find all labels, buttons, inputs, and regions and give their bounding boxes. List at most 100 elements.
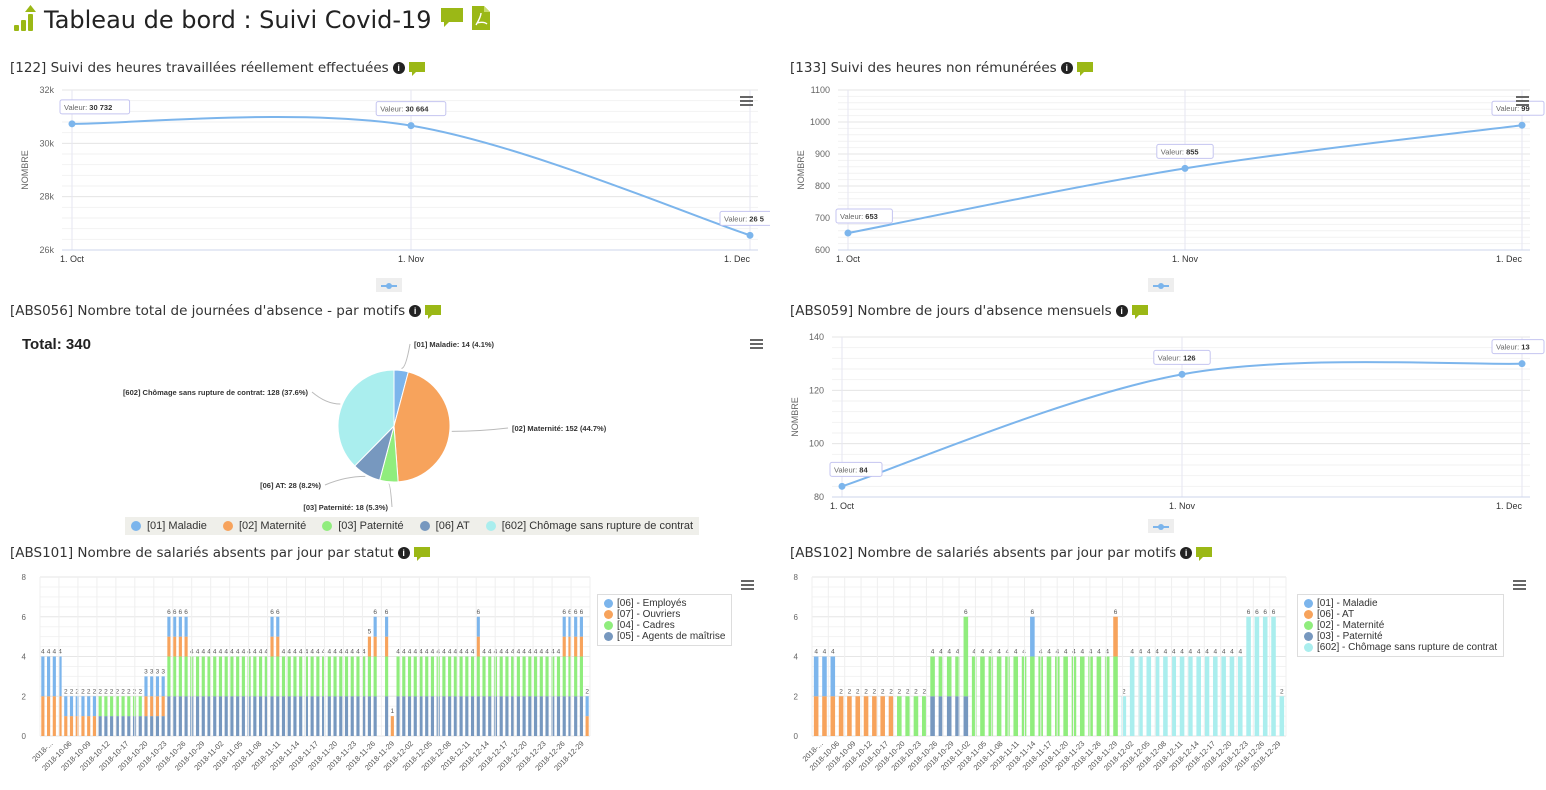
bar-segment [207, 696, 211, 736]
bar-segment [402, 696, 406, 736]
bar-total-label: 2 [121, 688, 125, 695]
bar-total-label: 2 [585, 688, 589, 695]
bar-segment [167, 696, 171, 736]
bar-segment [276, 636, 280, 657]
legend-item[interactable]: [06] AT [419, 520, 470, 532]
bar-segment [253, 656, 257, 697]
bar-total-label: 5 [368, 629, 372, 636]
bar-segment [476, 616, 480, 637]
comment-icon[interactable] [1131, 305, 1148, 319]
bar-segment [407, 656, 412, 697]
legend-item[interactable]: [07] - Ouvriers [604, 609, 725, 620]
legend-item[interactable]: [01] - Maladie [1304, 598, 1497, 609]
info-icon[interactable]: i [1180, 547, 1193, 559]
bar-segment [281, 656, 286, 697]
bar-segment [385, 656, 389, 697]
bar-total-label: 6 [1255, 609, 1259, 616]
bar-segment [52, 696, 56, 736]
info-icon[interactable]: i [397, 547, 410, 559]
bar-segment [568, 656, 572, 697]
legend-marker [1304, 599, 1313, 608]
legend-marker [131, 521, 141, 531]
bar-total-label: 4 [1080, 649, 1084, 656]
bar-segment [201, 696, 205, 736]
legend-item[interactable]: [04] - Cadres [604, 620, 725, 631]
comment-icon[interactable] [408, 62, 425, 76]
bar-segment [224, 696, 228, 736]
bar-total-label: 2 [138, 688, 142, 695]
bar-total-label: 4 [293, 649, 297, 656]
bar-total-label: 4 [551, 649, 555, 656]
chart-menu-icon[interactable] [741, 580, 754, 590]
bar-segment [339, 656, 343, 697]
pdf-export-icon[interactable] [471, 6, 490, 34]
x-tick-label: 1. Oct [60, 254, 85, 264]
legend-item[interactable]: [06] - Employés [604, 598, 725, 609]
legend-item[interactable]: [02] Maternité [222, 520, 307, 532]
bar-segment [350, 696, 354, 736]
bar-segment [568, 696, 572, 736]
bar-total-label: 4 [823, 649, 827, 656]
bar-segment [92, 716, 97, 736]
bar-total-label: 4 [230, 649, 234, 656]
legend-series-toggle[interactable] [376, 278, 402, 292]
bar-total-label: 2 [864, 688, 868, 695]
info-icon[interactable]: i [409, 305, 422, 317]
chart-menu-icon[interactable] [1513, 580, 1526, 590]
info-icon[interactable]: i [1115, 305, 1128, 317]
legend-label: [02] Maternité [238, 520, 307, 532]
legend-marker [604, 599, 613, 608]
chart-menu-icon[interactable] [740, 96, 753, 106]
comment-icon[interactable] [425, 305, 442, 319]
bar-segment [556, 696, 561, 736]
legend-series-toggle[interactable] [1148, 278, 1174, 292]
bar-segment [333, 656, 337, 697]
bar-total-label: 6 [1114, 609, 1118, 616]
info-icon[interactable]: i [1060, 62, 1073, 74]
legend-item[interactable]: [02] - Maternité [1304, 620, 1497, 631]
bar-segment [373, 636, 377, 657]
comment-icon[interactable] [413, 547, 430, 561]
chart-menu-icon[interactable] [1516, 96, 1529, 106]
legend-item[interactable]: [03] - Paternité [1304, 631, 1497, 642]
bar-segment [258, 696, 263, 736]
bar-segment [224, 656, 228, 697]
chart-menu-icon[interactable] [750, 339, 763, 349]
legend-item[interactable]: [01] Maladie [131, 520, 207, 532]
legend-item[interactable]: [06] - AT [1304, 609, 1497, 620]
legend-item[interactable]: [602] Chômage sans rupture de contrat [485, 520, 693, 532]
bar-segment [863, 696, 869, 736]
data-label: Valeur: 30 664 [380, 105, 429, 114]
bar-total-label: 2 [848, 688, 852, 695]
bar-segment [138, 696, 142, 717]
bar-segment [505, 696, 509, 736]
bar-total-label: 6 [173, 609, 177, 616]
bar-segment [579, 636, 583, 657]
y-tick-label: 0 [22, 732, 27, 741]
bar-total-label: 4 [956, 649, 960, 656]
data-label: Valeur: 26 5 [724, 214, 764, 223]
legend-item[interactable]: [03] Paternité [322, 520, 404, 532]
bar-total-label: 6 [1247, 609, 1251, 616]
legend-item[interactable]: [602] - Chômage sans rupture de contrat [1304, 642, 1497, 653]
comment-icon[interactable] [1076, 62, 1093, 76]
legend-series-toggle[interactable] [1148, 519, 1174, 533]
bar-total-label: 4 [41, 649, 45, 656]
bar-total-label: 4 [1064, 649, 1068, 656]
bar-segment [545, 696, 549, 736]
comment-icon[interactable] [1196, 547, 1213, 561]
legend-marker [1304, 632, 1313, 641]
bar-total-label: 4 [333, 649, 337, 656]
bar-total-label: 3 [150, 668, 154, 675]
bar-total-label: 2 [93, 688, 97, 695]
bar-segment [167, 616, 171, 637]
bar-total-label: 4 [522, 649, 526, 656]
bar-segment [470, 656, 475, 697]
bar-segment [173, 616, 177, 637]
info-icon[interactable]: i [392, 62, 405, 74]
pie-data-label: [03] Paternité: 18 (5.3%) [303, 503, 388, 512]
comment-icon[interactable] [440, 7, 464, 33]
panel-title: [122] Suivi des heures travaillées réell… [10, 60, 389, 76]
bar-segment [822, 696, 827, 736]
legend-item[interactable]: [05] - Agents de maîtrise [604, 631, 725, 642]
